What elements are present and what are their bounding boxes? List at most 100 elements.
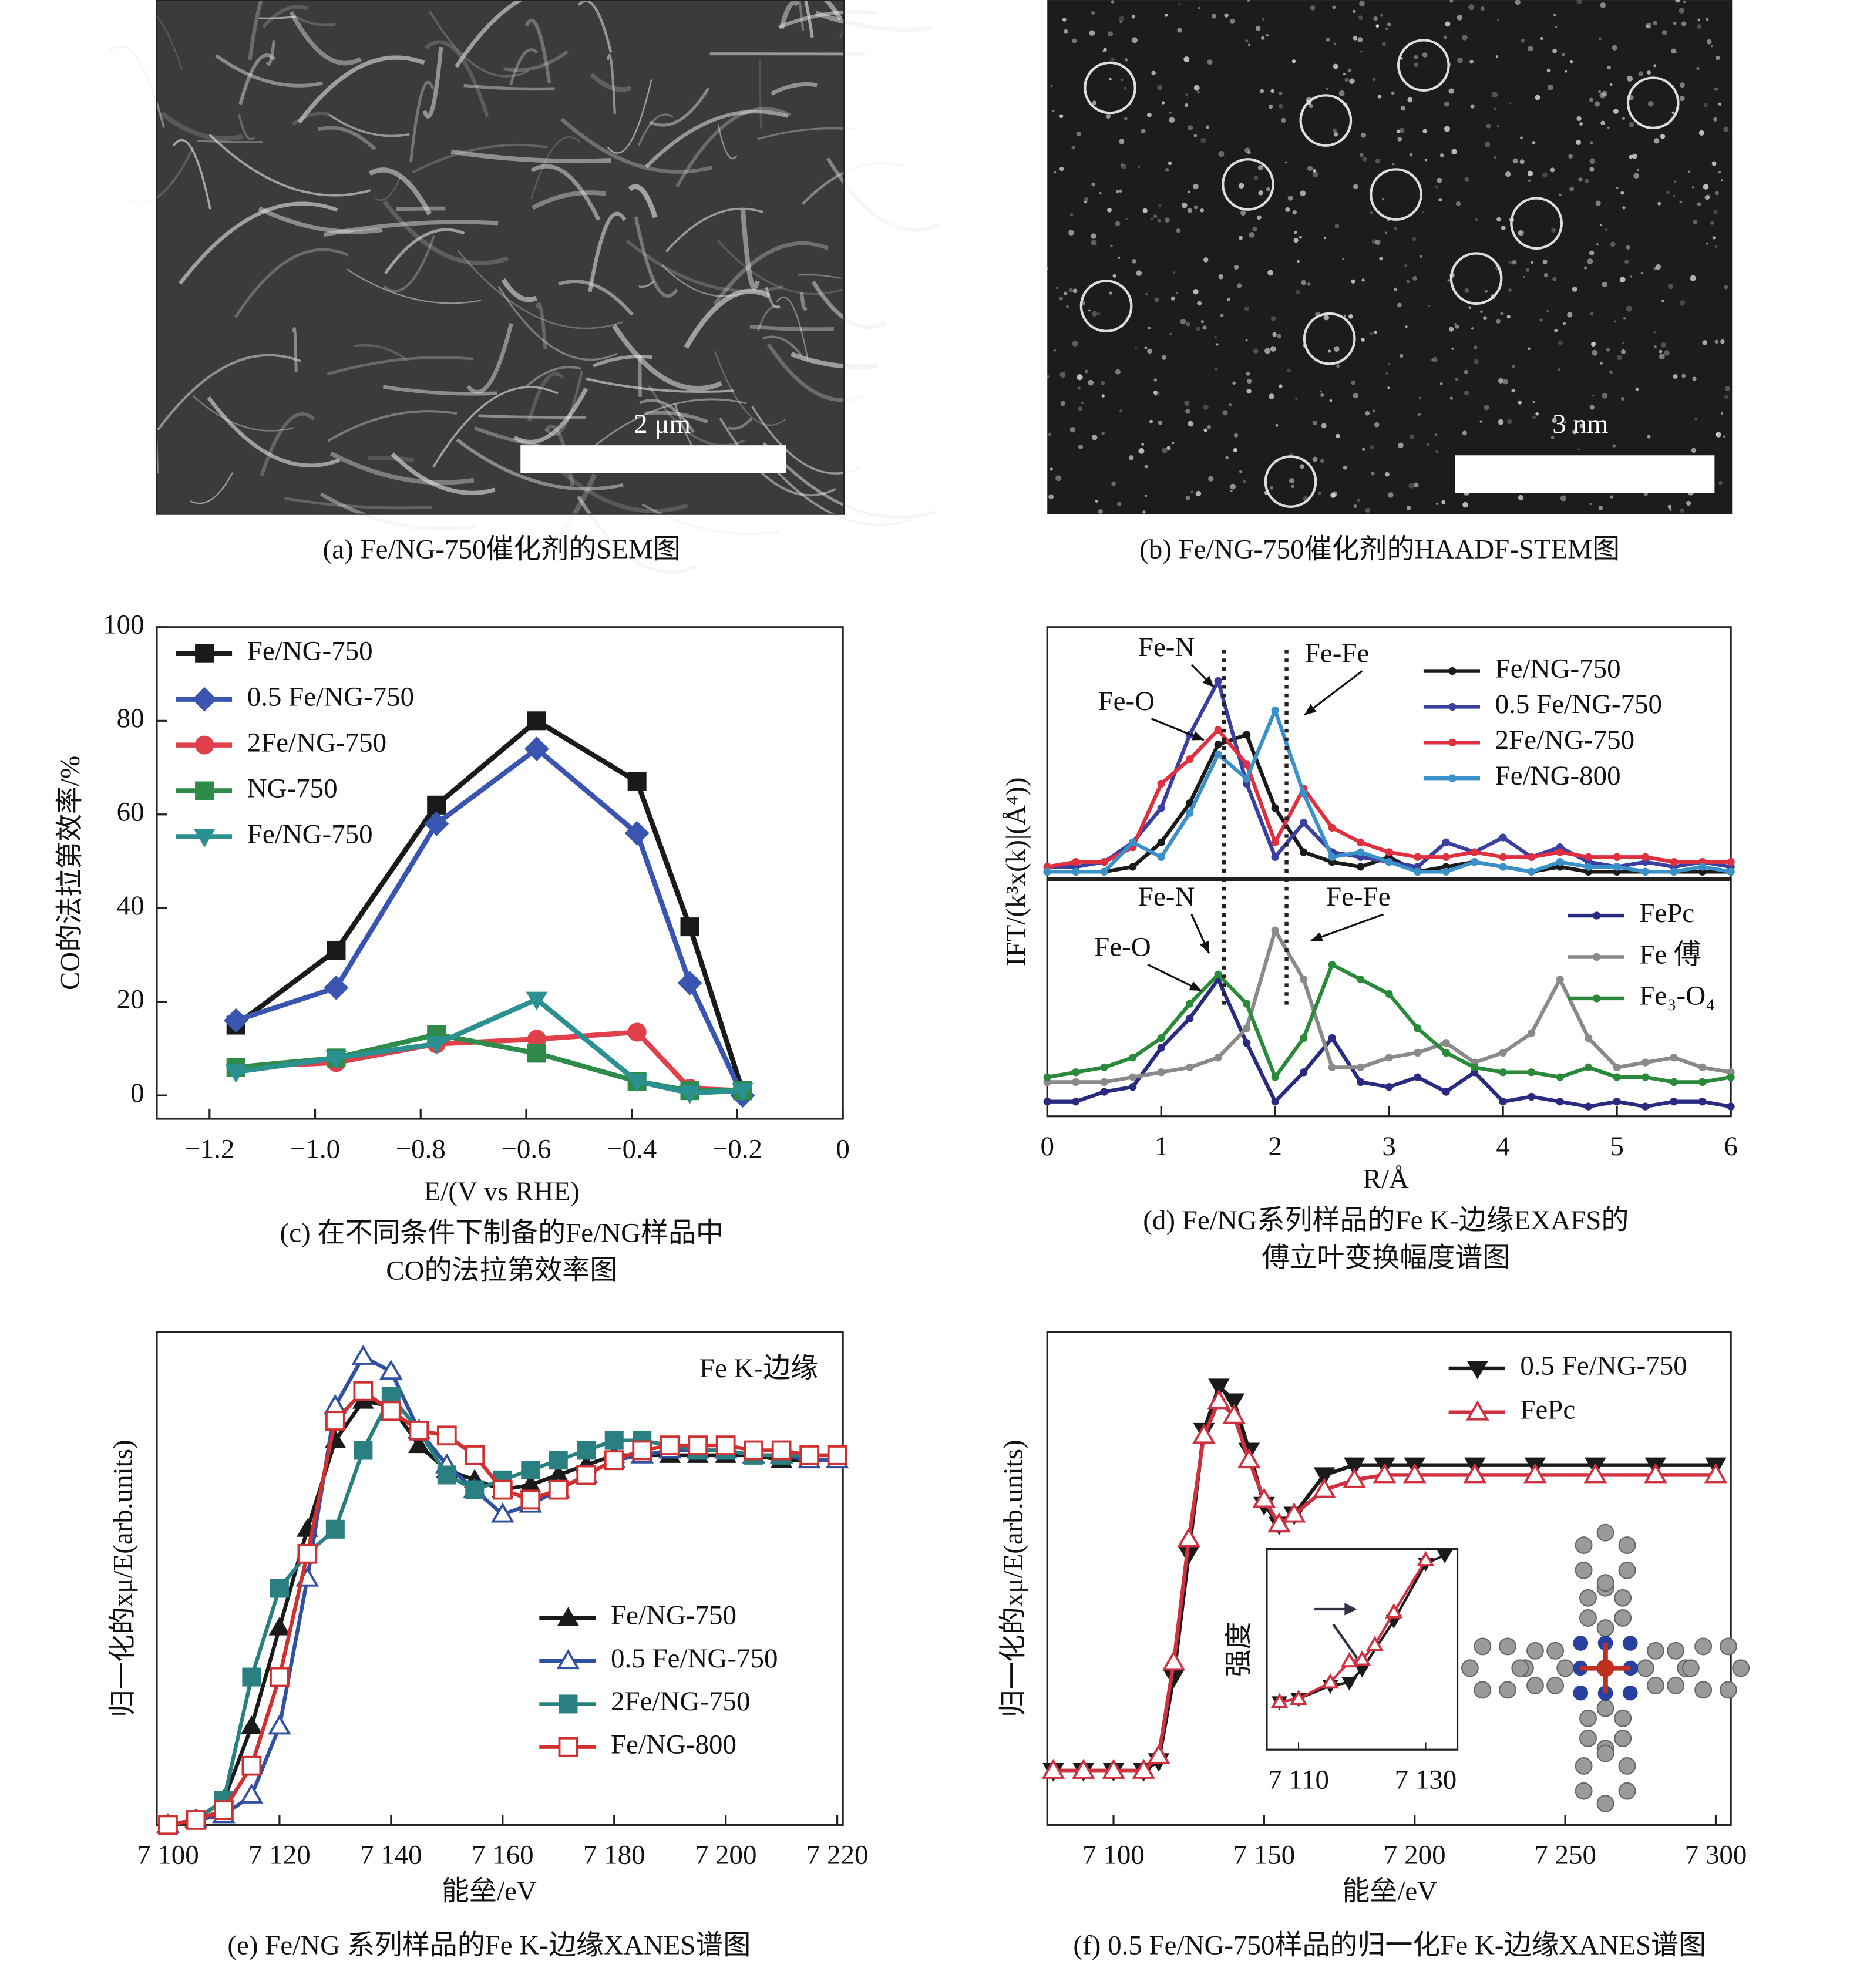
marker — [1613, 853, 1621, 861]
image-texture — [1278, 384, 1283, 388]
image-texture — [1455, 377, 1459, 381]
image-texture — [1110, 244, 1113, 247]
image-texture — [1563, 322, 1566, 325]
atom — [1575, 1561, 1593, 1579]
sem-image — [107, 0, 940, 574]
image-texture — [1119, 139, 1125, 144]
image-texture — [1404, 264, 1408, 268]
image-texture — [1101, 381, 1105, 386]
marker — [1132, 1758, 1156, 1779]
image-texture — [1589, 158, 1596, 164]
marker — [1585, 1034, 1593, 1042]
image-texture — [1190, 490, 1193, 493]
image-texture — [1647, 435, 1651, 439]
image-texture — [1578, 177, 1583, 182]
marker — [604, 1431, 624, 1450]
image-texture — [1164, 13, 1168, 17]
x-tick-label: −1.0 — [290, 1133, 340, 1164]
image-texture — [1069, 426, 1076, 433]
image-texture — [1518, 495, 1524, 501]
image-texture — [328, 113, 410, 137]
image-texture — [1527, 170, 1533, 177]
image-texture — [1412, 276, 1418, 281]
marker — [270, 1579, 289, 1598]
image-texture — [1343, 73, 1346, 75]
image-texture — [1576, 420, 1580, 423]
marker — [1041, 1758, 1065, 1779]
marker — [1385, 858, 1393, 866]
image-texture — [756, 127, 855, 140]
marker — [214, 1800, 234, 1821]
image-texture — [1081, 401, 1084, 405]
image-texture — [1546, 68, 1551, 73]
image-texture — [1118, 257, 1121, 259]
image-texture — [1154, 391, 1160, 396]
marker — [827, 1445, 847, 1465]
atom — [1596, 1744, 1614, 1762]
y-axis-label: 归一化的xμ/E(arb.units) — [998, 1439, 1029, 1717]
image-texture — [1706, 242, 1708, 245]
image-texture — [1528, 180, 1531, 182]
marker — [1208, 1378, 1230, 1397]
image-texture — [1464, 390, 1469, 396]
marker — [1385, 990, 1393, 998]
marker — [1670, 867, 1678, 876]
image-texture — [628, 184, 658, 218]
image-texture — [297, 55, 425, 124]
image-texture — [815, 11, 932, 32]
image-texture — [207, 396, 341, 467]
image-texture — [1284, 161, 1287, 164]
image-texture — [1613, 109, 1619, 114]
image-texture — [1247, 150, 1251, 154]
image-texture — [1647, 70, 1651, 75]
image-texture — [1177, 28, 1182, 33]
x-tick-label: 0 — [1040, 1131, 1054, 1162]
marker — [1157, 779, 1165, 788]
image-texture — [1592, 341, 1596, 346]
image-texture — [585, 377, 734, 393]
atom-marker — [1303, 312, 1356, 365]
marker — [1417, 1550, 1435, 1566]
atom — [1667, 1641, 1685, 1660]
image-texture — [1048, 494, 1054, 500]
marker — [1385, 1083, 1393, 1091]
marker — [1072, 1068, 1080, 1077]
image-texture — [329, 451, 475, 485]
image-texture — [1622, 206, 1626, 210]
image-texture — [1292, 210, 1297, 215]
image-texture — [1606, 348, 1610, 352]
image-texture — [1188, 125, 1193, 131]
image-texture — [798, 274, 842, 280]
marker — [1592, 994, 1601, 1003]
image-texture — [606, 53, 616, 115]
arrow-head — [1189, 981, 1202, 991]
marker — [427, 795, 446, 815]
image-texture — [1249, 231, 1255, 238]
marker — [437, 1465, 456, 1485]
image-texture — [1667, 504, 1672, 509]
marker — [799, 1445, 820, 1465]
image-texture — [1643, 492, 1648, 496]
atom — [1579, 1709, 1597, 1727]
atom — [1647, 1641, 1664, 1660]
image-texture — [1602, 392, 1608, 399]
atom — [1556, 1659, 1575, 1677]
image-texture — [422, 46, 443, 119]
image-texture — [1332, 5, 1336, 9]
image-texture — [1289, 478, 1294, 484]
marker — [548, 1479, 569, 1500]
marker — [1300, 1068, 1308, 1077]
image-texture — [790, 352, 878, 369]
image-texture — [1632, 153, 1637, 159]
image-texture — [1409, 434, 1415, 440]
atom — [1667, 1677, 1685, 1694]
image-texture — [1158, 421, 1163, 425]
image-texture — [1471, 327, 1474, 330]
image-texture — [1091, 233, 1096, 239]
image-texture — [1203, 404, 1209, 411]
image-texture — [1202, 325, 1207, 330]
atom — [1618, 1757, 1636, 1775]
image-texture — [1664, 350, 1670, 356]
image-texture — [292, 14, 336, 26]
image-texture — [1598, 90, 1602, 93]
